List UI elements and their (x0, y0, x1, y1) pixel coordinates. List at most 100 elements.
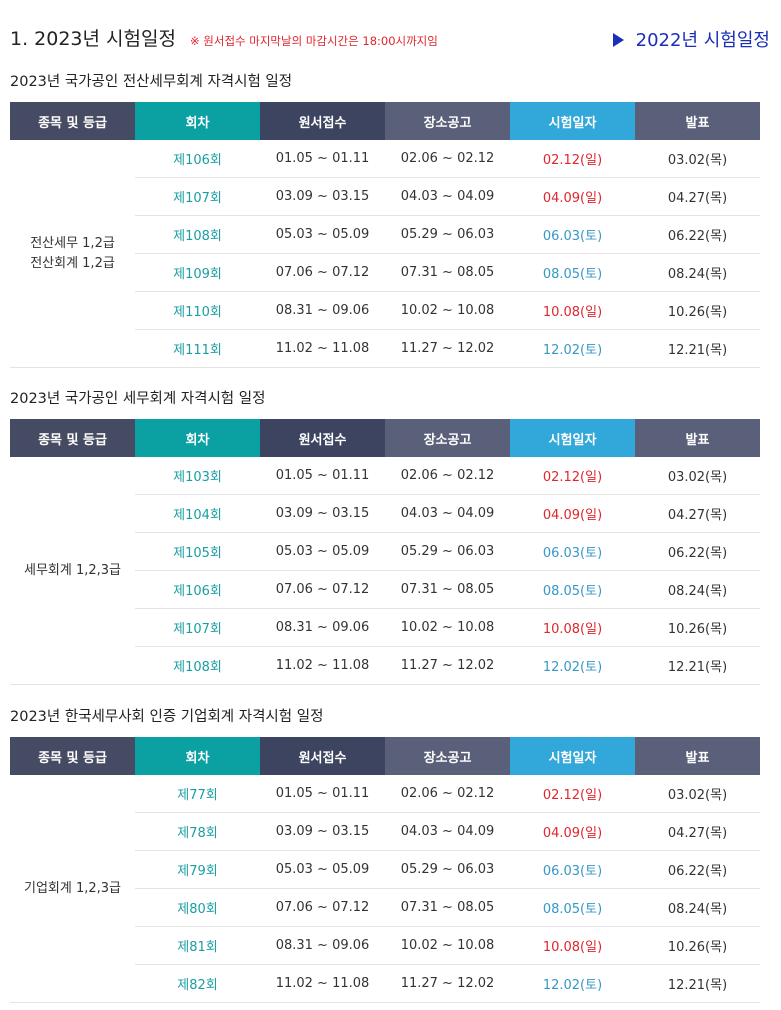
application-period-cell: 03.09 ~ 03.15 (260, 494, 385, 533)
application-period-cell: 03.09 ~ 03.15 (260, 177, 385, 216)
col-header-venue-notice: 장소공고 (385, 737, 510, 775)
exam-date-cell: 08.05(토) (510, 888, 635, 927)
col-header-result: 발표 (635, 419, 760, 457)
schedule-2022-link-label: 2022년 시험일정 (635, 30, 770, 51)
exam-date-cell: 02.12(일) (510, 457, 635, 495)
table-row: 제81회 08.31 ~ 09.06 10.02 ~ 10.08 10.08(일) 10… (10, 926, 760, 965)
deadline-notice: ※ 원서접수 마지막날의 마감시간은 18:00시까지임 (190, 34, 438, 48)
result-date-cell: 04.27(목) (635, 494, 760, 533)
table-row: 제107회 08.31 ~ 09.06 10.02 ~ 10.08 10.08(일) 1… (10, 608, 760, 647)
round-cell: 제109회 (135, 253, 260, 292)
section-computerized-tax-accounting: 2023년 국가공인 전산세무회계 자격시험 일정 종목 및 등급 회차 원서접… (10, 68, 760, 368)
application-period-cell: 11.02 ~ 11.08 (260, 964, 385, 1003)
venue-notice-cell: 07.31 ~ 08.05 (385, 888, 510, 927)
section-title: 2023년 한국세무사회 인증 기업회계 자격시험 일정 (10, 709, 324, 725)
venue-notice-cell: 05.29 ~ 06.03 (385, 215, 510, 254)
round-cell: 제107회 (135, 177, 260, 216)
section-title: 2023년 국가공인 세무회계 자격시험 일정 (10, 391, 266, 407)
exam-date-cell: 08.05(토) (510, 253, 635, 292)
exam-date-cell: 04.09(일) (510, 494, 635, 533)
venue-notice-cell: 11.27 ~ 12.02 (385, 964, 510, 1003)
application-period-cell: 08.31 ~ 09.06 (260, 608, 385, 647)
venue-notice-cell: 07.31 ~ 08.05 (385, 570, 510, 609)
application-period-cell: 07.06 ~ 07.12 (260, 888, 385, 927)
round-cell: 제104회 (135, 494, 260, 533)
table-header-row: 종목 및 등급 회차 원서접수 장소공고 시험일자 발표 (10, 737, 760, 775)
application-period-cell: 01.05 ~ 01.11 (260, 775, 385, 813)
category-line: 기업회계 1,2,3급 (23, 880, 121, 896)
schedule-2022-link[interactable]: 2022년 시험일정 (612, 26, 770, 52)
round-cell: 제80회 (135, 888, 260, 927)
schedule-table: 종목 및 등급 회차 원서접수 장소공고 시험일자 발표 전산세무 1,2급 전산… (10, 102, 760, 368)
category-line: 세무회계 1,2,3급 (23, 562, 121, 578)
category-cell: 전산세무 1,2급 전산회계 1,2급 (10, 140, 135, 368)
exam-date-cell: 10.08(일) (510, 291, 635, 330)
table-row: 제111회 11.02 ~ 11.08 11.27 ~ 12.02 12.02(토) 1… (10, 329, 760, 368)
exam-date-cell: 04.09(일) (510, 177, 635, 216)
venue-notice-cell: 07.31 ~ 08.05 (385, 253, 510, 292)
venue-notice-cell: 04.03 ~ 04.09 (385, 812, 510, 851)
category-cell: 기업회계 1,2,3급 (10, 775, 135, 1003)
round-cell: 제108회 (135, 646, 260, 685)
application-period-cell: 05.03 ~ 05.09 (260, 850, 385, 889)
table-row: 전산세무 1,2급 전산회계 1,2급 제106회 01.05 ~ 01.11 02.0… (10, 140, 760, 368)
venue-notice-cell: 02.06 ~ 02.12 (385, 140, 510, 178)
application-period-cell: 07.06 ~ 07.12 (260, 253, 385, 292)
venue-notice-cell: 05.29 ~ 06.03 (385, 532, 510, 571)
section-corporate-accounting: 2023년 한국세무사회 인증 기업회계 자격시험 일정 종목 및 등급 회차 … (10, 703, 760, 1003)
col-header-category: 종목 및 등급 (10, 102, 135, 140)
exam-date-cell: 06.03(토) (510, 215, 635, 254)
venue-notice-cell: 10.02 ~ 10.08 (385, 926, 510, 965)
col-header-application: 원서접수 (260, 102, 385, 140)
section-title: 2023년 국가공인 전산세무회계 자격시험 일정 (10, 74, 293, 90)
col-header-exam-date: 시험일자 (510, 737, 635, 775)
result-date-cell: 08.24(목) (635, 253, 760, 292)
result-date-cell: 03.02(목) (635, 775, 760, 813)
col-header-result: 발표 (635, 102, 760, 140)
result-date-cell: 12.21(목) (635, 646, 760, 685)
application-period-cell: 11.02 ~ 11.08 (260, 646, 385, 685)
result-date-cell: 03.02(목) (635, 140, 760, 178)
table-row: 제105회 05.03 ~ 05.09 05.29 ~ 06.03 06.03(토) 0… (10, 532, 760, 571)
col-header-category: 종목 및 등급 (10, 419, 135, 457)
table-row: 제108회 11.02 ~ 11.08 11.27 ~ 12.02 12.02(토) 1… (10, 646, 760, 685)
table-row: 제104회 03.09 ~ 03.15 04.03 ~ 04.09 04.09(일) 0… (10, 494, 760, 533)
result-date-cell: 04.27(목) (635, 812, 760, 851)
application-period-cell: 03.09 ~ 03.15 (260, 812, 385, 851)
schedule-table: 종목 및 등급 회차 원서접수 장소공고 시험일자 발표 기업회계 1,2,3급… (10, 737, 760, 1003)
exam-date-cell: 10.08(일) (510, 926, 635, 965)
application-period-cell: 05.03 ~ 05.09 (260, 532, 385, 571)
application-period-cell: 08.31 ~ 09.06 (260, 926, 385, 965)
col-header-category: 종목 및 등급 (10, 737, 135, 775)
schedule-table: 종목 및 등급 회차 원서접수 장소공고 시험일자 발표 세무회계 1,2,3급… (10, 419, 760, 685)
page-header: 1. 2023년 시험일정 ※ 원서접수 마지막날의 마감시간은 18:00시까… (10, 22, 770, 56)
table-row: 제78회 03.09 ~ 03.15 04.03 ~ 04.09 04.09(일) 04… (10, 812, 760, 851)
table-row: 제110회 08.31 ~ 09.06 10.02 ~ 10.08 10.08(일) 1… (10, 291, 760, 330)
result-date-cell: 04.27(목) (635, 177, 760, 216)
col-header-exam-date: 시험일자 (510, 102, 635, 140)
table-row: 세무회계 1,2,3급 제103회 01.05 ~ 01.11 02.06 ~ 02.… (10, 457, 760, 685)
col-header-exam-date: 시험일자 (510, 419, 635, 457)
section-tax-accounting: 2023년 국가공인 세무회계 자격시험 일정 종목 및 등급 회차 원서접수 … (10, 385, 760, 685)
round-cell: 제106회 (135, 140, 260, 178)
table-header-row: 종목 및 등급 회차 원서접수 장소공고 시험일자 발표 (10, 102, 760, 140)
exam-date-cell: 06.03(토) (510, 850, 635, 889)
col-header-application: 원서접수 (260, 737, 385, 775)
application-period-cell: 05.03 ~ 05.09 (260, 215, 385, 254)
table-row: 기업회계 1,2,3급 제77회 01.05 ~ 01.11 02.06 ~ 02.1… (10, 775, 760, 1003)
venue-notice-cell: 10.02 ~ 10.08 (385, 291, 510, 330)
result-date-cell: 08.24(목) (635, 570, 760, 609)
round-cell: 제108회 (135, 215, 260, 254)
col-header-venue-notice: 장소공고 (385, 419, 510, 457)
table-row: 제107회 03.09 ~ 03.15 04.03 ~ 04.09 04.09(일) 0… (10, 177, 760, 216)
venue-notice-cell: 05.29 ~ 06.03 (385, 850, 510, 889)
exam-date-cell: 12.02(토) (510, 329, 635, 368)
category-cell: 세무회계 1,2,3급 (10, 457, 135, 685)
col-header-round: 회차 (135, 419, 260, 457)
page-title: 1. 2023년 시험일정 (10, 28, 176, 50)
round-cell: 제110회 (135, 291, 260, 330)
col-header-round: 회차 (135, 737, 260, 775)
venue-notice-cell: 11.27 ~ 12.02 (385, 329, 510, 368)
application-period-cell: 01.05 ~ 01.11 (260, 457, 385, 495)
